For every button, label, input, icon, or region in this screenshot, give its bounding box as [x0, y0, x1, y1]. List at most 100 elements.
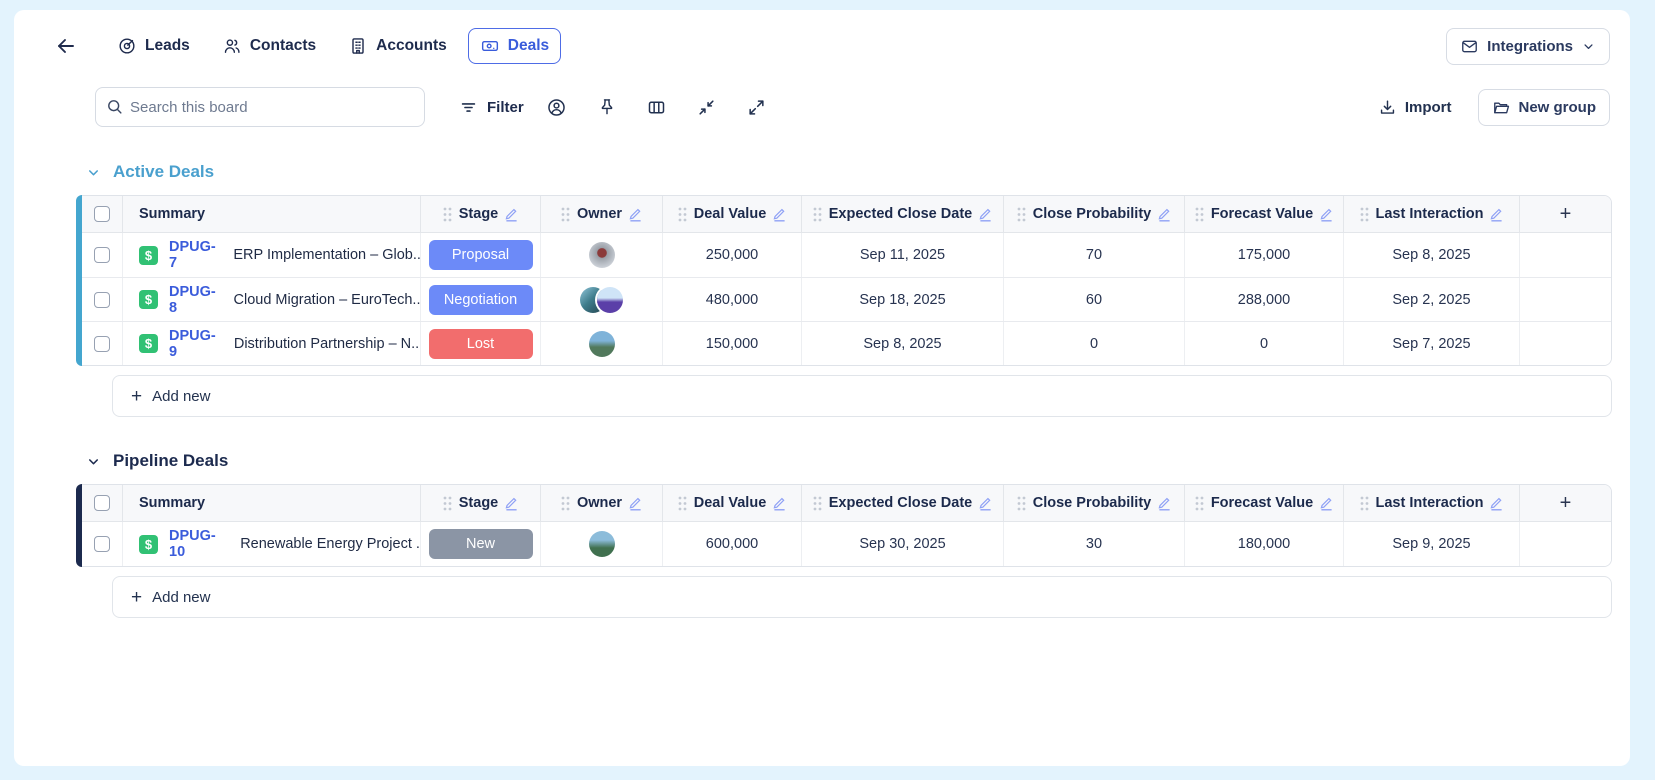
add-new-row-button[interactable]: Add new [112, 576, 1612, 618]
grip-dots-icon[interactable] [678, 207, 687, 222]
table-row[interactable]: DPUG-8 Cloud Migration – EuroTech... Neg… [82, 277, 1611, 321]
avatar[interactable] [588, 330, 615, 357]
avatar[interactable] [588, 531, 615, 557]
forecast-value-cell[interactable]: 175,000 [1184, 233, 1343, 277]
column-header-stage[interactable]: Stage [420, 196, 540, 232]
row-checkbox[interactable] [94, 536, 110, 552]
forecast-value-cell[interactable]: 180,000 [1184, 522, 1343, 566]
group-collapse-chevron-icon[interactable] [86, 454, 101, 469]
column-header-forecast-value[interactable]: Forecast Value [1184, 485, 1343, 521]
column-header-close-probability[interactable]: Close Probability [1003, 196, 1184, 232]
last-interaction-cell[interactable]: Sep 8, 2025 [1343, 233, 1519, 277]
new-group-button[interactable]: New group [1477, 88, 1610, 126]
close-probability-cell[interactable]: 70 [1003, 233, 1184, 277]
stage-badge[interactable]: Proposal [428, 240, 533, 270]
grip-dots-icon[interactable] [443, 207, 452, 222]
last-interaction-cell[interactable]: Sep 9, 2025 [1343, 522, 1519, 566]
add-column-button[interactable] [1519, 196, 1611, 232]
pencil-icon[interactable] [1490, 495, 1503, 511]
close-probability-cell[interactable]: 0 [1003, 322, 1184, 365]
issue-key-link[interactable]: DPUG-10 [169, 528, 216, 560]
avatar[interactable] [597, 286, 623, 313]
column-header-deal-value[interactable]: Deal Value [662, 196, 801, 232]
pencil-icon[interactable] [629, 206, 642, 222]
grip-dots-icon[interactable] [813, 496, 822, 511]
select-all-checkbox[interactable] [94, 495, 110, 511]
stage-badge[interactable]: New [428, 529, 533, 559]
expected-close-date-cell[interactable]: Sep 18, 2025 [801, 278, 1003, 321]
integrations-button[interactable]: Integrations [1446, 27, 1610, 65]
import-button[interactable]: Import [1378, 98, 1452, 117]
summary-text[interactable]: Cloud Migration – EuroTech... [233, 291, 421, 308]
column-header-expected-close-date[interactable]: Expected Close Date [801, 485, 1003, 521]
row-checkbox[interactable] [94, 247, 110, 263]
column-header-last-interaction[interactable]: Last Interaction [1343, 196, 1519, 232]
nav-item-accounts[interactable]: Accounts [337, 29, 458, 63]
nav-item-deals[interactable]: Deals [467, 28, 562, 64]
grip-dots-icon[interactable] [1360, 207, 1369, 222]
column-header-owner[interactable]: Owner [540, 196, 662, 232]
table-row[interactable]: DPUG-9 Distribution Partnership – N... L… [82, 321, 1611, 365]
pencil-icon[interactable] [773, 206, 786, 222]
column-header-summary[interactable]: Summary [122, 485, 420, 521]
pencil-icon[interactable] [1320, 206, 1333, 222]
column-header-deal-value[interactable]: Deal Value [662, 485, 801, 521]
add-new-row-button[interactable]: Add new [112, 375, 1612, 417]
pencil-icon[interactable] [1158, 495, 1171, 511]
row-checkbox[interactable] [94, 335, 110, 352]
column-header-forecast-value[interactable]: Forecast Value [1184, 196, 1343, 232]
people-filter-button[interactable] [540, 90, 574, 124]
pencil-icon[interactable] [629, 495, 642, 511]
grip-dots-icon[interactable] [1195, 496, 1204, 511]
pin-button[interactable] [590, 90, 624, 124]
deal-value-cell[interactable]: 150,000 [662, 322, 801, 365]
deal-value-cell[interactable]: 600,000 [662, 522, 801, 566]
columns-button[interactable] [640, 90, 674, 124]
stage-badge[interactable]: Lost [428, 328, 533, 359]
issue-key-link[interactable]: DPUG-7 [169, 239, 216, 271]
table-row[interactable]: DPUG-10 Renewable Energy Project ... New… [82, 522, 1611, 566]
pencil-icon[interactable] [979, 495, 992, 511]
row-checkbox[interactable] [94, 291, 110, 308]
nav-item-leads[interactable]: Leads [106, 29, 201, 63]
summary-text[interactable]: Renewable Energy Project ... [240, 536, 420, 552]
expand-button[interactable] [740, 90, 774, 124]
grip-dots-icon[interactable] [443, 496, 452, 511]
summary-text[interactable]: Distribution Partnership – N... [233, 335, 420, 352]
deal-value-cell[interactable]: 250,000 [662, 233, 801, 277]
close-probability-cell[interactable]: 30 [1003, 522, 1184, 566]
expected-close-date-cell[interactable]: Sep 11, 2025 [801, 233, 1003, 277]
grip-dots-icon[interactable] [561, 207, 570, 222]
pencil-icon[interactable] [979, 206, 992, 222]
grip-dots-icon[interactable] [1017, 207, 1026, 222]
summary-text[interactable]: ERP Implementation – Glob... [233, 247, 420, 263]
column-header-close-probability[interactable]: Close Probability [1003, 485, 1184, 521]
pencil-icon[interactable] [505, 206, 518, 222]
select-all-checkbox[interactable] [94, 206, 110, 222]
last-interaction-cell[interactable]: Sep 7, 2025 [1343, 322, 1519, 365]
issue-key-link[interactable]: DPUG-9 [169, 327, 216, 360]
nav-item-contacts[interactable]: Contacts [211, 29, 327, 63]
back-button[interactable] [52, 32, 80, 60]
pencil-icon[interactable] [1490, 206, 1503, 222]
column-header-summary[interactable]: Summary [122, 196, 420, 232]
add-column-button[interactable] [1519, 485, 1611, 521]
grip-dots-icon[interactable] [1195, 207, 1204, 222]
avatar[interactable] [588, 242, 615, 268]
collapse-button[interactable] [690, 90, 724, 124]
issue-key-link[interactable]: DPUG-8 [169, 283, 216, 316]
pencil-icon[interactable] [773, 495, 786, 511]
column-header-owner[interactable]: Owner [540, 485, 662, 521]
column-header-stage[interactable]: Stage [420, 485, 540, 521]
grip-dots-icon[interactable] [813, 207, 822, 222]
search-input[interactable] [95, 87, 425, 127]
column-header-expected-close-date[interactable]: Expected Close Date [801, 196, 1003, 232]
grip-dots-icon[interactable] [1017, 496, 1026, 511]
group-collapse-chevron-icon[interactable] [86, 165, 101, 180]
deal-value-cell[interactable]: 480,000 [662, 278, 801, 321]
pencil-icon[interactable] [1158, 206, 1171, 222]
last-interaction-cell[interactable]: Sep 2, 2025 [1343, 278, 1519, 321]
forecast-value-cell[interactable]: 288,000 [1184, 278, 1343, 321]
grip-dots-icon[interactable] [1360, 496, 1369, 511]
forecast-value-cell[interactable]: 0 [1184, 322, 1343, 365]
